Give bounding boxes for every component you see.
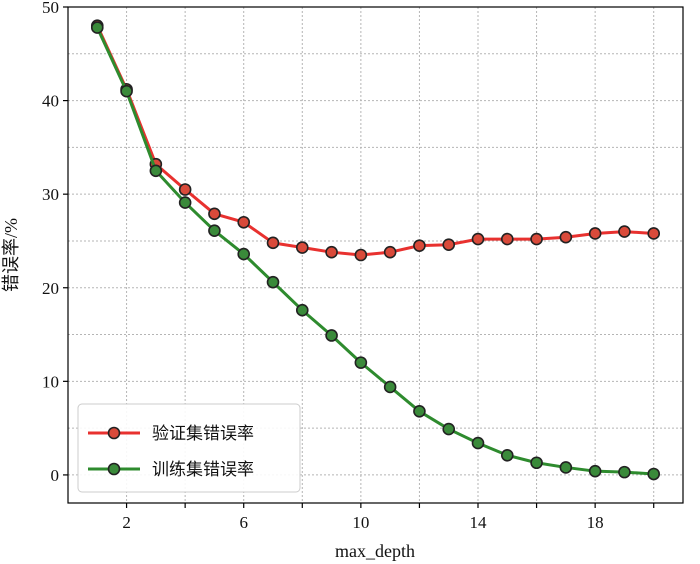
data-point [559, 230, 573, 244]
data-point [471, 436, 485, 450]
data-point [383, 245, 397, 259]
data-point [647, 227, 661, 240]
data-point [295, 241, 309, 254]
y-tick-label: 20 [42, 279, 59, 298]
axis-ticks: 2 6 10 14 18 0 10 20 30 40 50 [42, 0, 655, 532]
data-point [178, 196, 192, 209]
data-point [354, 248, 368, 262]
data-point [90, 21, 104, 34]
data-point [208, 207, 221, 221]
data-point [559, 461, 573, 474]
x-tick-label: 2 [122, 513, 131, 532]
data-point [354, 356, 368, 369]
data-point [530, 232, 543, 246]
data-point [413, 239, 426, 252]
data-point [178, 183, 192, 196]
data-point [588, 464, 602, 478]
data-point [237, 247, 251, 261]
legend-label: 训练集错误率 [152, 460, 254, 480]
data-point [149, 164, 163, 178]
series-training [90, 21, 661, 481]
data-point [442, 238, 456, 252]
data-point [325, 245, 338, 259]
y-axis-label: 错误率/% [1, 218, 21, 292]
plot-area-frame [67, 6, 684, 504]
data-point [266, 275, 280, 289]
data-point [120, 84, 133, 98]
data-point [208, 224, 221, 237]
series-validation [90, 19, 661, 262]
data-point [295, 303, 309, 317]
series-line [95, 25, 654, 257]
x-tick-label: 18 [587, 513, 604, 532]
x-tick-label: 6 [239, 513, 248, 532]
y-tick-label: 10 [42, 372, 59, 391]
data-point [588, 227, 602, 240]
data-point [500, 448, 514, 462]
data-point [237, 215, 251, 229]
data-point [530, 456, 543, 470]
x-tick-label: 14 [470, 513, 488, 532]
y-tick-label: 50 [42, 0, 59, 17]
y-tick-label: 0 [51, 466, 60, 485]
x-tick-label: 10 [352, 513, 369, 532]
data-point [500, 232, 514, 246]
data-point [383, 380, 397, 394]
data-series [90, 19, 661, 481]
legend-marker [107, 426, 121, 440]
data-point [471, 232, 485, 246]
data-point [618, 225, 631, 238]
data-point [618, 465, 631, 479]
legend-marker [107, 462, 121, 476]
y-tick-label: 40 [42, 92, 59, 111]
x-axis-label: max_depth [335, 541, 415, 561]
data-point [442, 422, 456, 436]
data-point [325, 329, 338, 342]
data-point [647, 467, 661, 481]
y-tick-label: 30 [42, 185, 59, 204]
legend-label: 验证集错误率 [152, 424, 254, 444]
data-point [413, 404, 426, 418]
data-point [266, 236, 280, 250]
